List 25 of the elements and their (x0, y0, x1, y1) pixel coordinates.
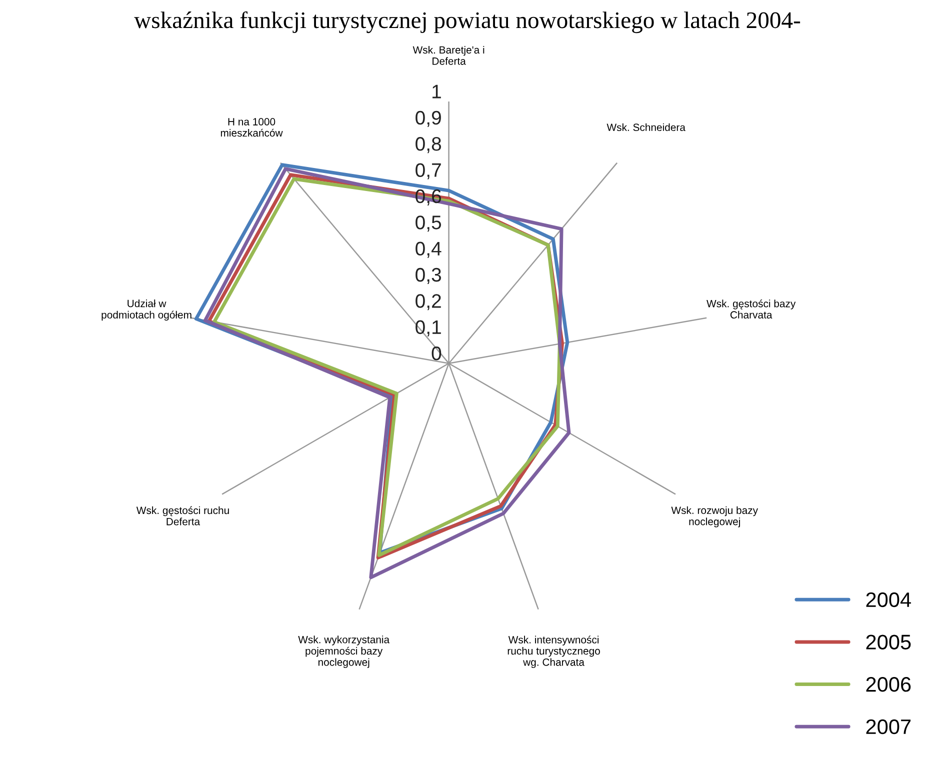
legend-label: 2007 (866, 719, 911, 734)
spoke-label: Wsk. intensywności ruchu turystycznego wg. Charvata (508, 636, 600, 668)
spoke-label: H na 1000 mieszkańców (220, 118, 283, 137)
spoke-label: Wsk. Schneidera (606, 123, 686, 132)
y-tick-label: 0,3 (416, 268, 442, 284)
y-tick-label: 0,6 (416, 189, 442, 206)
y-tick-label: 0,7 (416, 163, 441, 180)
y-tick-label: 0 (432, 346, 442, 360)
spoke-label: Wsk. rozwoju bazy noclegowej (671, 506, 758, 528)
spoke-label: Wsk. Baretje'a i Deferta (412, 46, 484, 65)
spoke-label: Wsk. gęstości bazy Charvata (706, 300, 796, 319)
legend-label: 2004 (866, 592, 911, 608)
spoke-label: Wsk. wykorzystania pojemności bazy noclegowej (298, 636, 390, 668)
legend-label: 2006 (866, 677, 911, 692)
y-tick-label: 0,8 (416, 137, 442, 154)
legend-label: 2005 (866, 634, 911, 650)
spoke-label: Wsk. gęstości ruchu Deferta (136, 506, 229, 526)
y-tick-label: 0,2 (416, 294, 441, 310)
y-tick-label: 1 (432, 84, 441, 98)
y-tick-label: 0,5 (416, 216, 442, 232)
y-tick-label: 0,1 (416, 320, 441, 336)
y-tick-label: 0,9 (416, 110, 441, 127)
spoke-label: Udział w podmiotach ogółem (102, 300, 192, 321)
chart-title: wskaźnika funkcji turystycznej powiatu nowotarskiego w latach 2004- (134, 11, 800, 34)
y-tick-label: 0,4 (416, 242, 442, 258)
